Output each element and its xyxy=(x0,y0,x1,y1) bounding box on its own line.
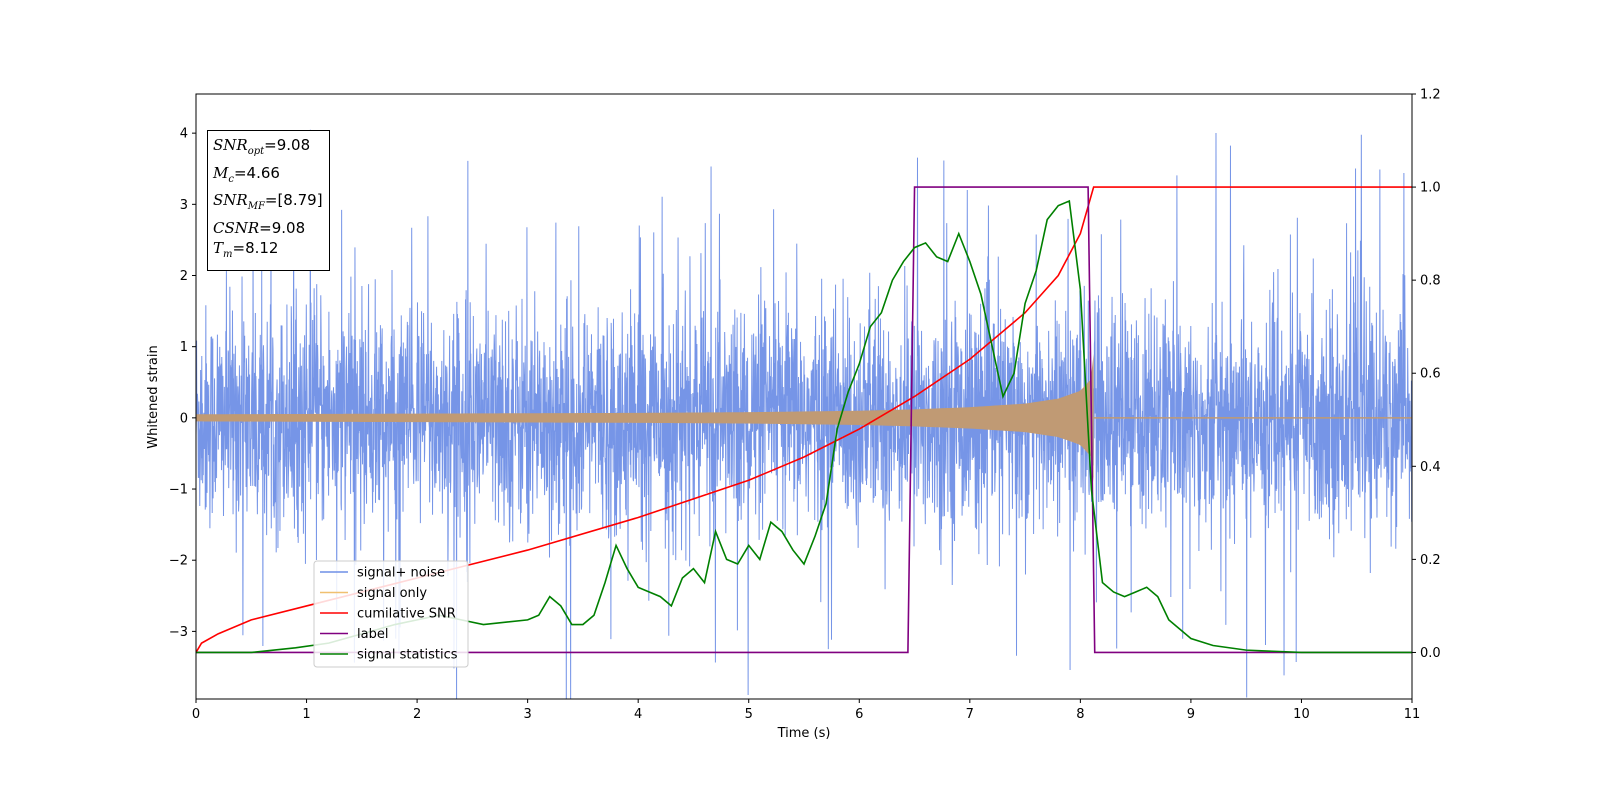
x-tick-label-3: 3 xyxy=(523,707,531,722)
legend: signal+ noise signal only cumilative SNR la… xyxy=(313,560,469,668)
x-tick-label-4: 4 xyxy=(634,707,642,722)
x-tick-label-8: 8 xyxy=(1076,707,1084,722)
annotation-name: M xyxy=(213,163,229,182)
y-left-tick-label-3: 0 xyxy=(180,411,188,426)
signal-envelope xyxy=(196,353,1094,482)
legend-box xyxy=(313,560,469,668)
annotation-subscript: c xyxy=(228,173,234,185)
legend-label-1: signal only xyxy=(357,586,427,601)
y-axis-label-left: Whitened strain xyxy=(146,345,161,448)
x-tick-label-6: 6 xyxy=(855,707,863,722)
y-axis-left: −3 −2 −1 0 1 2 3 4 xyxy=(169,127,196,640)
x-axis-label: Time (s) xyxy=(777,726,831,741)
x-tick-label-9: 9 xyxy=(1187,707,1195,722)
annotation-name: SNR xyxy=(213,136,248,154)
series-lines xyxy=(196,186,1412,654)
noise-trace xyxy=(196,129,1412,699)
y-left-tick-label-0: −3 xyxy=(169,625,188,640)
y-left-tick-label-1: −2 xyxy=(169,554,188,569)
annotation-value: =9.08 xyxy=(264,136,311,154)
y-left-tick-label-6: 3 xyxy=(180,198,188,213)
y-left-tick-label-5: 2 xyxy=(180,269,188,284)
series-line-label xyxy=(196,186,1412,654)
series-signal-noise xyxy=(196,129,1412,699)
x-axis: 0 1 2 3 4 5 6 7 8 9 10 11 xyxy=(192,699,1420,722)
annotation-subscript: opt xyxy=(247,146,265,157)
y-right-tick-label-3: 0.6 xyxy=(1420,367,1441,382)
y-axis-right: 0.0 0.2 0.4 0.6 0.8 1.0 1.2 xyxy=(1412,88,1441,661)
annotation-value: =9.08 xyxy=(259,218,306,237)
x-tick-label-5: 5 xyxy=(745,707,753,722)
annotation-line-4: Tm=8.12 xyxy=(213,238,323,266)
annotation-box: SNRopt=9.08 Mc=4.66 SNRMF=[8.79] CSNR=9.08 T… xyxy=(207,130,330,271)
y-left-tick-label-7: 4 xyxy=(180,127,188,142)
plot-frame xyxy=(195,93,1413,700)
y-right-tick-label-6: 1.2 xyxy=(1420,88,1441,103)
y-right-tick-label-4: 0.8 xyxy=(1420,274,1441,289)
y-left-tick-label-2: −1 xyxy=(169,483,188,498)
annotation-name: SNR xyxy=(213,191,248,209)
x-tick-label-10: 10 xyxy=(1293,707,1310,722)
annotation-subscript: MF xyxy=(247,201,265,212)
annotation-line-3: CSNR=9.08 xyxy=(213,218,323,239)
annotation-name: T xyxy=(213,239,224,257)
y-left-tick-label-4: 1 xyxy=(180,340,188,355)
legend-label-2: cumilative SNR xyxy=(357,607,456,622)
y-right-tick-label-1: 0.2 xyxy=(1420,553,1441,568)
x-tick-label-1: 1 xyxy=(302,707,310,722)
series-signal-only xyxy=(196,353,1412,482)
annotation-value: =[8.79] xyxy=(264,191,323,209)
x-tick-label-7: 7 xyxy=(966,707,974,722)
annotation-value: =8.12 xyxy=(232,239,279,257)
x-tick-label-0: 0 xyxy=(192,707,200,722)
annotation-line-1: Mc=4.66 xyxy=(213,163,323,191)
series-line-signal-statistics xyxy=(196,199,1412,654)
legend-label-4: signal statistics xyxy=(357,648,458,663)
annotation-line-0: SNRopt=9.08 xyxy=(213,135,323,163)
x-tick-label-11: 11 xyxy=(1404,707,1421,722)
annotation-value: =4.66 xyxy=(233,163,280,182)
legend-label-3: label xyxy=(357,627,388,642)
legend-label-0: signal+ noise xyxy=(357,566,445,581)
series-line-cumilative-snr xyxy=(196,186,1412,653)
y-right-tick-label-2: 0.4 xyxy=(1420,460,1441,475)
y-right-tick-label-5: 1.0 xyxy=(1420,181,1441,196)
annotation-subscript: m xyxy=(223,249,233,260)
annotation-name: CSNR xyxy=(213,218,260,237)
annotation-line-2: SNRMF=[8.79] xyxy=(213,190,323,218)
y-right-tick-label-0: 0.0 xyxy=(1420,646,1441,661)
x-tick-label-2: 2 xyxy=(413,707,421,722)
